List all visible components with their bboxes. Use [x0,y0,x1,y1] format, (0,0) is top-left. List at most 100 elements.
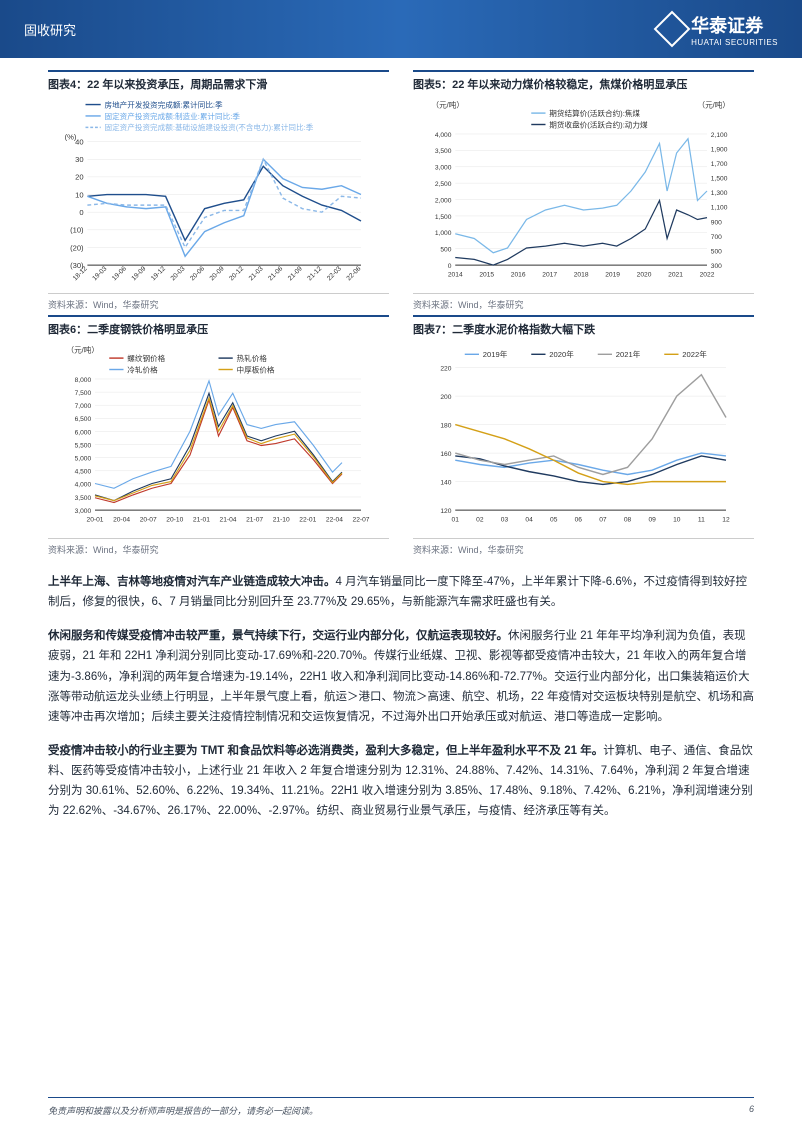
p1-bold: 上半年上海、吉林等地疫情对汽车产业链造成较大冲击。 [48,576,336,588]
svg-text:19-12: 19-12 [150,265,167,282]
chart-row-2: 图表6：二季度钢铁价格明显承压 （元/吨） 螺纹钢价格 热轧价格 冷轧价格 中厚… [48,315,754,556]
footer-page: 6 [749,1104,754,1117]
logo-icon [654,11,691,48]
svg-text:2014: 2014 [448,272,463,279]
body-text: 上半年上海、吉林等地疫情对汽车产业链造成较大冲击。4 月汽车销量同比一度下降至-… [48,572,754,821]
footer-disclaimer: 免责声明和披露以及分析师声明是报告的一部分，请务必一起阅读。 [48,1104,318,1117]
svg-text:6,500: 6,500 [75,416,92,423]
svg-text:19-03: 19-03 [91,265,108,282]
p3-bold: 受疫情冲击较小的行业主要为 TMT 和食品饮料等必选消费类，盈利大多稳定，但上半… [48,745,603,757]
svg-text:20: 20 [75,173,83,182]
svg-text:11: 11 [698,517,705,524]
svg-text:08: 08 [624,517,632,524]
chart5-legend-0: 期货结算价(活跃合约):焦煤 [549,108,640,118]
p2-rest: 休闲服务行业 21 年年平均净利润为负值，表现疲弱，21 年和 22H1 净利润… [48,630,754,723]
chart5-source: 资料来源：Wind，华泰研究 [413,293,754,311]
svg-text:20-03: 20-03 [170,265,187,282]
svg-text:04: 04 [525,517,533,524]
chart4-title: 图表4：22 年以来投资承压，周期品需求下滑 [48,70,389,92]
svg-text:02: 02 [476,517,484,524]
svg-text:2,500: 2,500 [435,181,452,188]
svg-text:22-04: 22-04 [326,517,343,524]
svg-text:22-07: 22-07 [353,517,370,524]
svg-text:2020: 2020 [637,272,652,279]
chart5-yunit-l: （元/吨） [432,99,464,109]
chart7-legend-1: 2020年 [549,349,574,359]
paragraph-3: 受疫情冲击较小的行业主要为 TMT 和食品饮料等必选消费类，盈利大多稳定，但上半… [48,741,754,822]
svg-text:(20): (20) [70,243,84,252]
svg-text:06: 06 [575,517,583,524]
svg-text:20-10: 20-10 [166,517,183,524]
chart7-source: 资料来源：Wind，华泰研究 [413,538,754,556]
svg-text:1,000: 1,000 [435,230,452,237]
svg-text:2018: 2018 [574,272,589,279]
svg-text:6,000: 6,000 [75,429,92,436]
svg-text:4,000: 4,000 [75,482,92,489]
svg-text:40: 40 [75,137,83,146]
svg-text:160: 160 [440,451,451,458]
chart4: 图表4：22 年以来投资承压，周期品需求下滑 房地产开发投资完成额:累计同比:季… [48,70,389,311]
chart7-legend-2: 2021年 [616,349,641,359]
svg-text:22-03: 22-03 [326,265,343,282]
svg-text:07: 07 [599,517,607,524]
svg-text:21-01: 21-01 [193,517,210,524]
svg-text:1,900: 1,900 [711,146,728,153]
svg-text:1,100: 1,100 [711,205,728,212]
svg-text:120: 120 [440,508,451,515]
svg-text:12: 12 [722,517,730,524]
svg-text:5,000: 5,000 [75,456,92,463]
chart5-legend-1: 期货收盘价(活跃合约):动力煤 [549,119,648,129]
chart7-svg: 2019年 2020年 2021年 2022年 1201401601802002… [413,341,754,531]
svg-text:1,700: 1,700 [711,161,728,168]
svg-text:21-03: 21-03 [248,265,265,282]
chart6-svg: （元/吨） 螺纹钢价格 热轧价格 冷轧价格 中厚板价格 3,0003,5004,… [48,341,389,531]
chart7: 图表7：二季度水泥价格指数大幅下跌 2019年 2020年 2021年 2022… [413,315,754,556]
svg-text:21-12: 21-12 [306,265,323,282]
svg-text:2016: 2016 [511,272,526,279]
svg-text:03: 03 [501,517,509,524]
svg-text:05: 05 [550,517,558,524]
paragraph-2: 休闲服务和传媒受疫情冲击较严重，景气持续下行，交运行业内部分化，仅航运表现较好。… [48,626,754,727]
svg-text:20-04: 20-04 [113,517,130,524]
svg-text:200: 200 [440,394,451,401]
svg-text:21-10: 21-10 [273,517,290,524]
svg-text:2021: 2021 [668,272,683,279]
chart5-yunit-r: （元/吨） [698,99,730,109]
svg-text:8,000: 8,000 [75,377,92,384]
svg-text:220: 220 [440,365,451,372]
chart5-line-thermal [455,201,707,266]
svg-text:(10): (10) [70,226,84,235]
brand-cn: 华泰证券 [691,12,778,38]
svg-text:3,500: 3,500 [435,148,452,155]
svg-text:21-09: 21-09 [287,265,304,282]
chart-row-1: 图表4：22 年以来投资承压，周期品需求下滑 房地产开发投资完成额:累计同比:季… [48,70,754,311]
svg-text:10: 10 [75,190,83,199]
header-section: 固收研究 [24,20,76,39]
chart6-title: 图表6：二季度钢铁价格明显承压 [48,315,389,337]
svg-text:3,000: 3,000 [435,165,452,172]
svg-text:7,000: 7,000 [75,403,92,410]
chart6-legend-0: 螺纹钢价格 [127,353,165,363]
svg-text:0: 0 [79,208,83,217]
chart6-legend-1: 热轧价格 [237,353,268,363]
svg-text:1,500: 1,500 [711,176,728,183]
chart4-legend-1: 固定资产投资完成额:制造业:累计同比:季 [105,111,241,121]
svg-text:0: 0 [448,263,452,270]
svg-text:2019: 2019 [605,272,620,279]
chart6-legend-3: 中厚板价格 [237,364,275,374]
chart6-source: 资料来源：Wind，华泰研究 [48,538,389,556]
svg-text:2015: 2015 [479,272,494,279]
svg-text:2022: 2022 [700,272,715,279]
svg-text:10: 10 [673,517,681,524]
svg-text:21-07: 21-07 [246,517,263,524]
svg-text:20-01: 20-01 [87,517,104,524]
page-header: 固收研究 华泰证券 HUATAI SECURITIES [0,0,802,58]
chart5: 图表5：22 年以来动力煤价格较稳定，焦煤价格明显承压 （元/吨） （元/吨） … [413,70,754,311]
svg-text:3,500: 3,500 [75,495,92,502]
svg-text:300: 300 [711,263,722,270]
chart7-legend-0: 2019年 [483,349,508,359]
svg-text:7,500: 7,500 [75,390,92,397]
brand-en: HUATAI SECURITIES [691,38,778,47]
svg-text:900: 900 [711,219,722,226]
svg-text:2,000: 2,000 [435,197,452,204]
